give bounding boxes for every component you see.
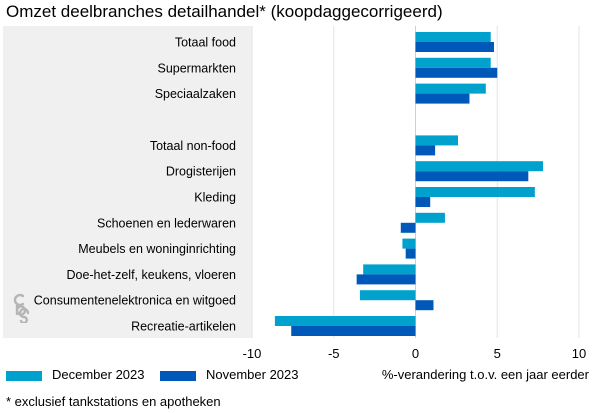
cbs-logo-icon xyxy=(12,293,34,328)
legend-label-november: November 2023 xyxy=(206,367,299,382)
bar xyxy=(415,93,470,104)
bar xyxy=(405,248,416,259)
category-label: Kleding xyxy=(194,191,236,205)
bar xyxy=(356,274,416,285)
legend-label-december: December 2023 xyxy=(52,367,145,382)
bar xyxy=(415,83,486,94)
bar xyxy=(415,135,459,146)
category-label: Speciaalzaken xyxy=(155,87,236,101)
category-label: Doe-het-zelf, keukens, vloeren xyxy=(66,268,236,282)
bar xyxy=(415,161,544,172)
bar xyxy=(402,238,416,249)
bar xyxy=(415,171,529,182)
x-tick-label: 5 xyxy=(494,346,501,361)
category-label: Totaal non-food xyxy=(150,139,236,153)
legend-swatch-december xyxy=(6,370,42,381)
legend-item-november: November 2023 xyxy=(160,367,299,382)
category-label: Drogisterijen xyxy=(166,165,236,179)
bar xyxy=(415,187,535,197)
x-axis-label: %-verandering t.o.v. een jaar eerder xyxy=(381,367,589,382)
bar xyxy=(415,300,434,311)
x-tick-label: 0 xyxy=(412,346,419,361)
bar xyxy=(274,316,416,326)
bar xyxy=(415,212,445,223)
category-label: Totaal food xyxy=(175,36,236,50)
bar xyxy=(400,222,416,233)
bar xyxy=(359,290,416,301)
bar xyxy=(415,197,431,207)
bar xyxy=(415,67,498,78)
label-panel xyxy=(3,26,252,338)
bar xyxy=(415,57,491,68)
footnote: * exclusief tankstations en apotheken xyxy=(6,394,221,409)
legend-swatch-november xyxy=(160,370,196,381)
category-label: Recreatie-artikelen xyxy=(131,320,236,334)
legend-item-december: December 2023 xyxy=(6,367,145,382)
chart-title: Omzet deelbranches detailhandel* (koopda… xyxy=(6,2,443,21)
bar xyxy=(291,326,416,336)
x-tick-label: 10 xyxy=(572,346,586,361)
category-label: Consumentenelektronica en witgoed xyxy=(34,294,236,308)
category-label: Supermarkten xyxy=(157,61,236,75)
bar xyxy=(415,145,436,156)
x-tick-label: -10 xyxy=(243,346,262,361)
bar xyxy=(415,32,491,42)
category-label: Meubels en woninginrichting xyxy=(78,242,236,256)
bar xyxy=(415,42,494,52)
bar xyxy=(363,264,416,275)
x-tick-label: -5 xyxy=(328,346,340,361)
category-label: Schoenen en lederwaren xyxy=(97,216,236,230)
